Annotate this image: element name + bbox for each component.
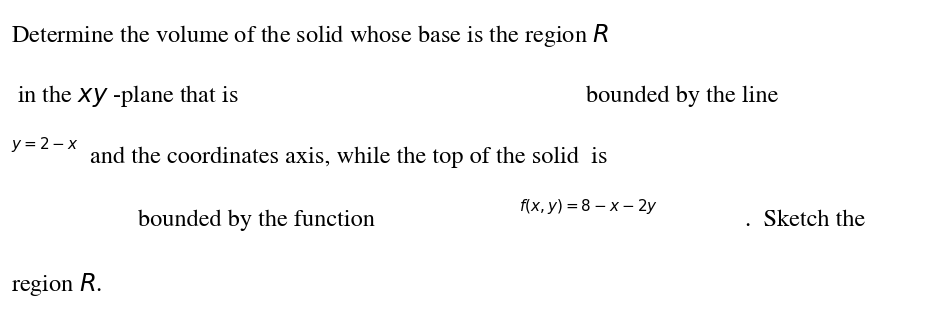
Text: $f(x,y)=8-x-2y$: $f(x,y)=8-x-2y$ [519,197,658,216]
Text: and the coordinates axis, while the top of the solid  is: and the coordinates axis, while the top … [90,147,607,168]
Text: $y=2-x$: $y=2-x$ [11,135,79,154]
Text: in the $xy$ -plane that is: in the $xy$ -plane that is [11,84,239,109]
Text: bounded by the function: bounded by the function [138,209,375,231]
Text: region $R$.: region $R$. [11,271,102,298]
Text: bounded by the line: bounded by the line [586,86,779,108]
Text: Determine the volume of the solid whose base is the region $R$: Determine the volume of the solid whose … [11,22,609,49]
Text: .  Sketch the: . Sketch the [745,209,865,231]
